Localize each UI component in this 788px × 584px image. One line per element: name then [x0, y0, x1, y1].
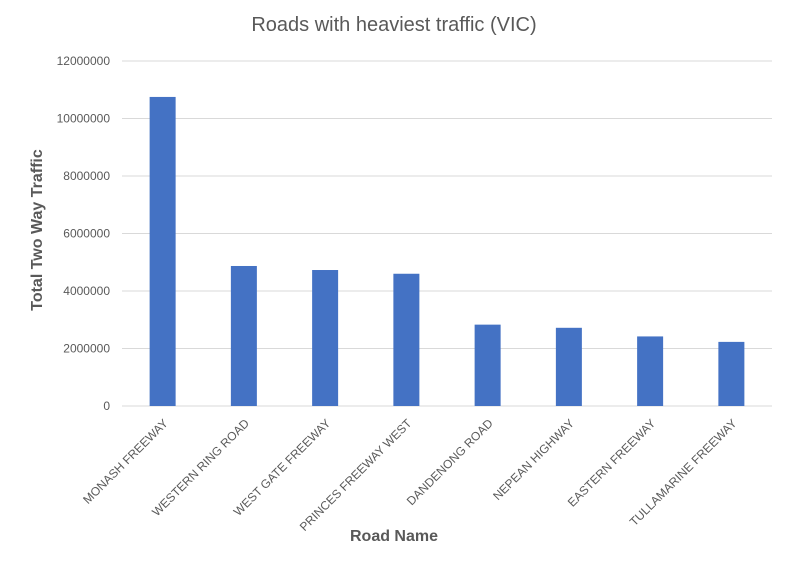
bar [474, 324, 501, 406]
y-tick-label: 10000000 [57, 112, 111, 126]
x-tick-label: EASTERN FREEWAY [565, 416, 658, 509]
bar [718, 341, 745, 406]
x-tick-label: MONASH FREEWAY [80, 416, 171, 507]
y-tick-label: 2000000 [63, 342, 110, 356]
chart-title: Roads with heaviest traffic (VIC) [251, 14, 537, 36]
y-tick-label: 12000000 [57, 54, 111, 68]
bar [555, 327, 582, 406]
bar [230, 265, 257, 406]
y-tick-label: 8000000 [63, 169, 110, 183]
x-axis-label: Road Name [349, 528, 439, 545]
bar [149, 96, 176, 406]
y-tick-label: 0 [103, 399, 110, 413]
bar [393, 273, 420, 406]
bar [312, 270, 339, 406]
x-tick-label: NEPEAN HIGHWAY [490, 416, 577, 503]
bar [637, 336, 664, 406]
y-tick-label: 6000000 [63, 227, 110, 241]
y-tick-label: 4000000 [63, 284, 110, 298]
x-tick-label: DANDENONG ROAD [404, 416, 496, 508]
